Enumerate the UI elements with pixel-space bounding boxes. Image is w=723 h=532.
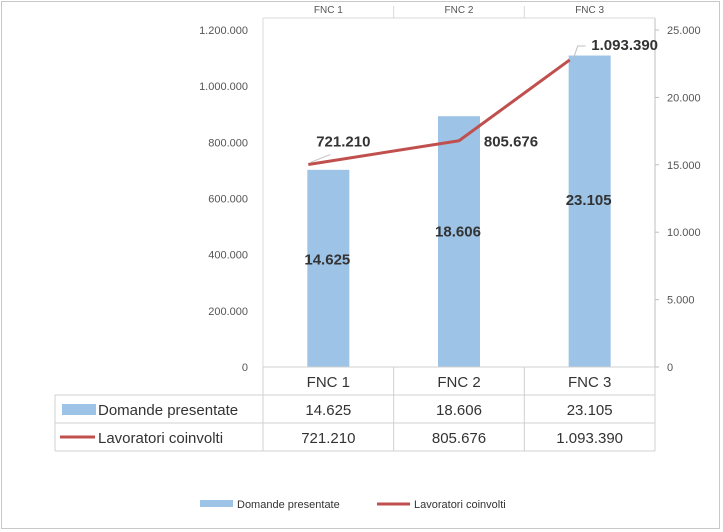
line-label-leader	[310, 153, 331, 163]
table-header-cell: FNC 3	[568, 374, 611, 391]
line-data-label: 721.210	[316, 133, 370, 150]
table-cell: 805.676	[432, 430, 486, 447]
right-axis-tick-label: 15.000	[667, 160, 701, 172]
legend-label: Lavoratori coinvolti	[414, 499, 506, 511]
right-axis-tick-label: 25.000	[667, 25, 701, 37]
bar-data-label: 18.606	[435, 224, 481, 241]
left-axis-tick-label: 400.000	[208, 250, 248, 262]
bar	[307, 169, 350, 367]
right-axis-tick-label: 5.000	[667, 295, 695, 307]
bar	[568, 55, 611, 367]
table-cell: 721.210	[301, 430, 355, 447]
table-row-label: Domande presentate	[98, 402, 238, 419]
legend-label: Domande presentate	[237, 499, 340, 511]
table-legend-key-bar	[62, 404, 96, 415]
top-category-label: FNC 1	[314, 5, 343, 16]
table-cell: 14.625	[305, 402, 351, 419]
line-data-label: 1.093.390	[591, 37, 658, 54]
line-data-label: 805.676	[484, 134, 538, 151]
bar-data-label: 23.105	[566, 192, 612, 209]
bar-data-label: 14.625	[304, 251, 350, 268]
legend-key-bar	[200, 500, 233, 507]
left-axis-tick-label: 800.000	[208, 137, 248, 149]
right-axis-tick-label: 20.000	[667, 92, 701, 104]
top-category-label: FNC 3	[575, 5, 604, 16]
right-axis-tick-label: 10.000	[667, 227, 701, 239]
table-cell: 1.093.390	[556, 430, 623, 447]
top-category-label: FNC 2	[445, 5, 474, 16]
left-axis-tick-label: 200.000	[208, 306, 248, 318]
left-axis-tick-label: 600.000	[208, 194, 248, 206]
line-label-leader	[573, 45, 586, 59]
line-series-lavoratori	[308, 58, 571, 166]
table-cell: 18.606	[436, 402, 482, 419]
bar	[438, 116, 480, 367]
table-cell: 23.105	[567, 402, 613, 419]
right-axis-tick-label: 0	[667, 362, 673, 374]
left-axis-tick-label: 1.200.000	[199, 25, 248, 37]
left-axis-tick-label: 1.000.000	[199, 81, 248, 93]
table-row-label: Lavoratori coinvolti	[98, 430, 223, 447]
left-axis-tick-label: 0	[242, 362, 248, 374]
table-header-cell: FNC 2	[437, 374, 480, 391]
table-header-cell: FNC 1	[307, 374, 350, 391]
